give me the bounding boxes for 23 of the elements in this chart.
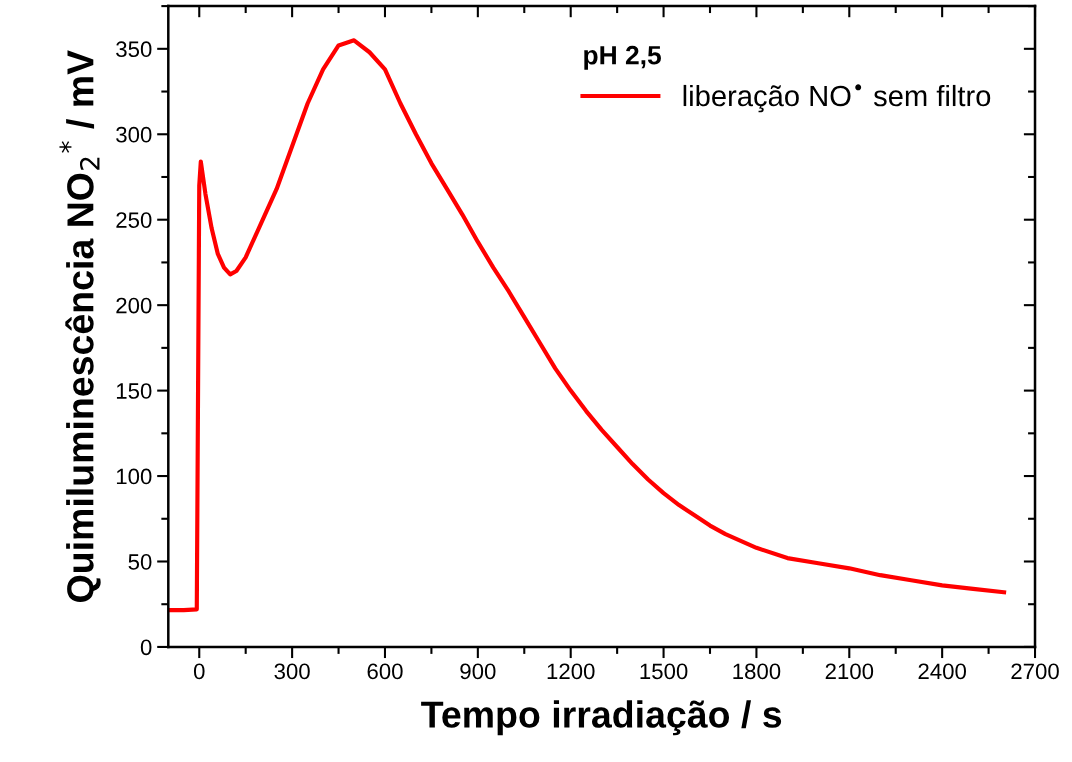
x-tick-label: 1500 <box>640 663 688 680</box>
y-tick-label: 150 <box>116 383 152 399</box>
y-tick-label: 250 <box>116 212 152 228</box>
y-tick-label: 0 <box>140 639 152 656</box>
x-tick-label: 300 <box>274 663 310 680</box>
legend-title: pH 2,5 <box>584 45 661 70</box>
y-tick-label: 100 <box>116 468 152 485</box>
line-series <box>168 38 1007 613</box>
y-tick-label: 350 <box>116 41 152 58</box>
y-tick-label: 300 <box>116 126 152 143</box>
x-tick-label: 2400 <box>918 663 967 680</box>
x-tick-label: 1800 <box>733 663 781 680</box>
y-tick-label: 200 <box>116 297 152 314</box>
x-tick-label: 2700 <box>1011 663 1059 680</box>
legend-label: liberação NO$^{•}$ sem filtro <box>683 84 991 113</box>
y-axis-title: Quimiluminescência NO$_{2}$$^{*}$ / mV <box>59 50 101 602</box>
x-tick-label: 0 <box>193 663 205 680</box>
x-tick-label: 900 <box>460 663 496 680</box>
x-axis-title: Tempo irradiação / s <box>421 700 782 736</box>
x-tick-label: 2100 <box>825 663 874 680</box>
x-tick-label: 1200 <box>547 663 595 680</box>
y-tick-label: 50 <box>128 554 152 570</box>
x-tick-label: 600 <box>367 663 403 680</box>
